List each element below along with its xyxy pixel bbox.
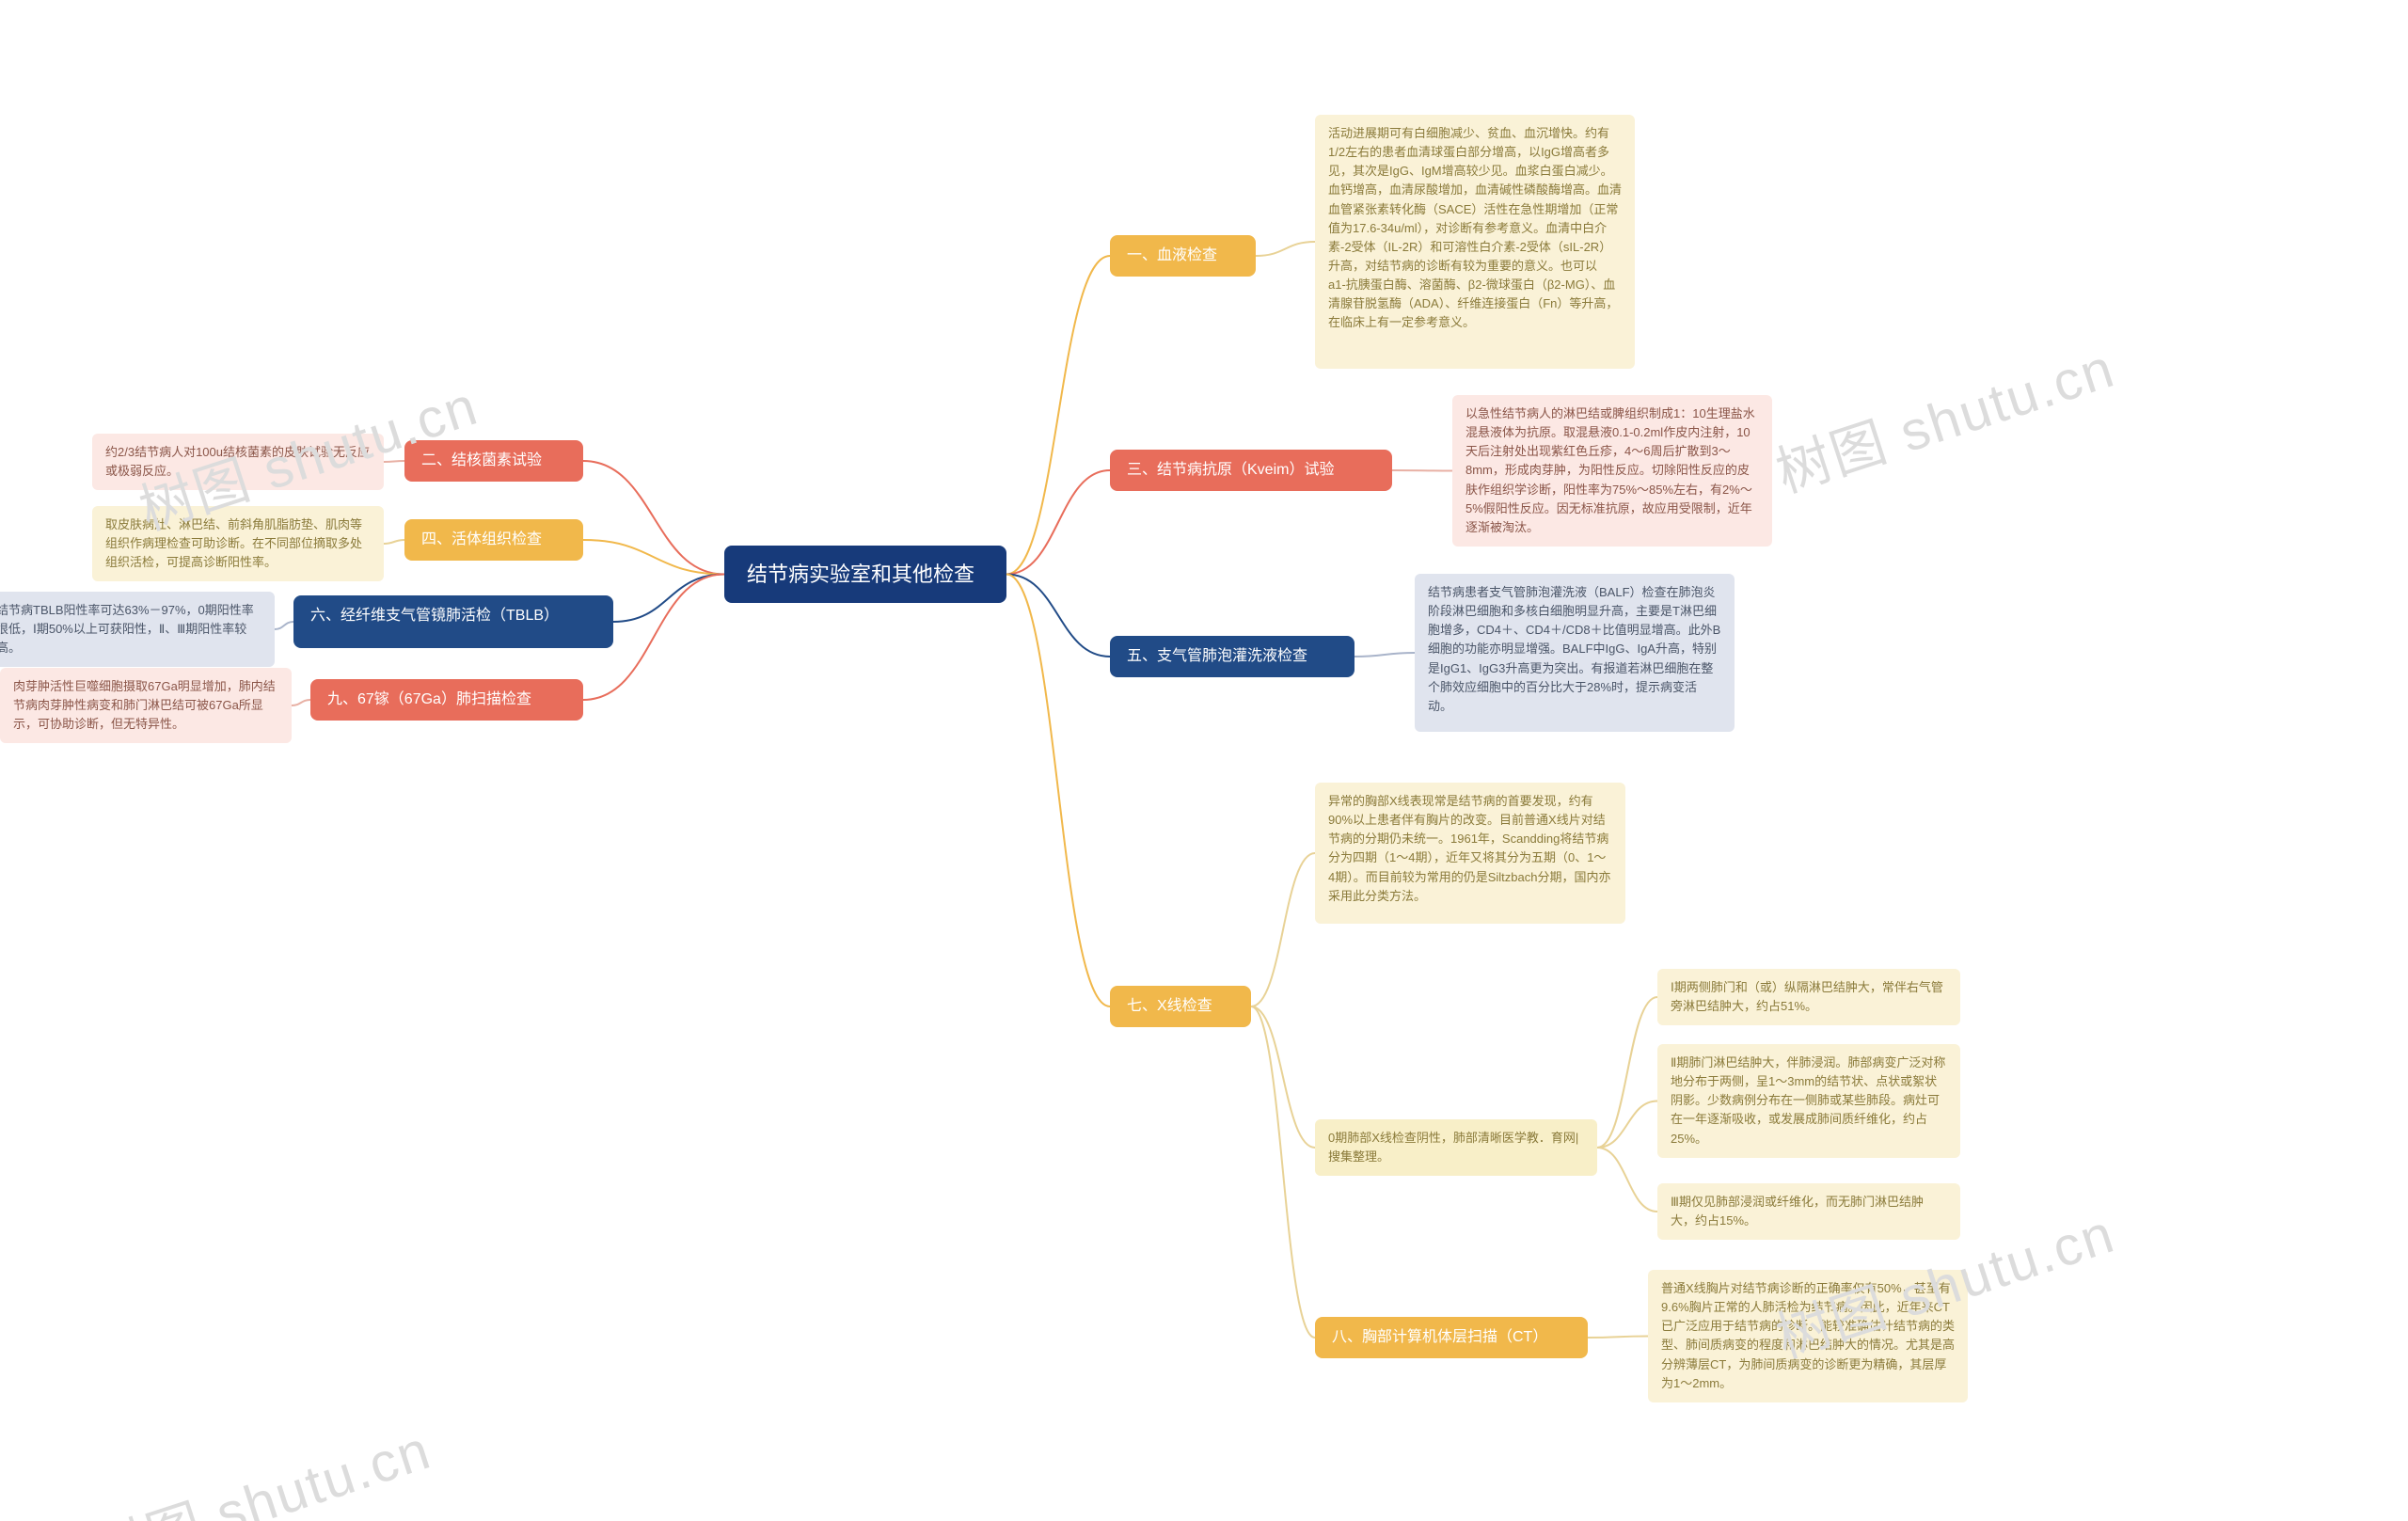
stage-s3: Ⅲ期仅见肺部浸润或纤维化，而无肺门淋巴结肿大，约占15%。 [1657,1183,1960,1240]
detail-d7a: 异常的胸部X线表现常是结节病的首要发现，约有90%以上患者伴有胸片的改变。目前普… [1315,783,1625,924]
branch-b6: 六、经纤维支气管镜肺活检（TBLB） [293,595,613,648]
detail-d8: 普通X线胸片对结节病诊断的正确率仅有50%，甚至有9.6%胸片正常的人肺活检为结… [1648,1270,1968,1402]
watermark: 树图 shutu.cn [81,1405,439,1521]
branch-b2: 二、结核菌素试验 [404,440,583,482]
root-node: 结节病实验室和其他检查 [724,546,1006,603]
detail-d7b: 0期肺部X线检查阴性，肺部清晰医学教．育网|搜集整理。 [1315,1119,1597,1176]
watermark: 树图 shutu.cn [1765,324,2123,507]
branch-b4: 四、活体组织检查 [404,519,583,561]
detail-d2: 约2/3结节病人对100u结核菌素的皮肤试验无反应或极弱反应。 [92,434,384,490]
branch-b9: 九、67镓（67Ga）肺扫描检查 [310,679,583,721]
stage-s2: Ⅱ期肺门淋巴结肿大，伴肺浸润。肺部病变广泛对称地分布于两侧，呈1～3mm的结节状… [1657,1044,1960,1158]
stage-s1: Ⅰ期两侧肺门和（或）纵隔淋巴结肿大，常伴右气管旁淋巴结肿大，约占51%。 [1657,969,1960,1025]
detail-d1: 活动进展期可有白细胞减少、贫血、血沉增快。约有1/2左右的患者血清球蛋白部分增高… [1315,115,1635,369]
detail-d4: 取皮肤病灶、淋巴结、前斜角肌脂肪垫、肌肉等组织作病理检查可助诊断。在不同部位摘取… [92,506,384,581]
branch-b5: 五、支气管肺泡灌洗液检查 [1110,636,1354,677]
edge-layer [0,0,2408,1521]
detail-d9: 肉芽肿活性巨噬细胞摄取67Ga明显增加，肺内结节病肉芽肿性病变和肺门淋巴结可被6… [0,668,292,743]
branch-b8: 八、胸部计算机体层扫描（CT） [1315,1317,1588,1358]
detail-d6: 结节病TBLB阳性率可达63%－97%，0期阳性率很低，Ⅰ期50%以上可获阳性，… [0,592,275,667]
detail-d3: 以急性结节病人的淋巴结或脾组织制成1：10生理盐水混悬液体为抗原。取混悬液0.1… [1452,395,1772,547]
branch-b3: 三、结节病抗原（Kveim）试验 [1110,450,1392,491]
branch-b1: 一、血液检查 [1110,235,1256,277]
detail-d5: 结节病患者支气管肺泡灌洗液（BALF）检查在肺泡炎阶段淋巴细胞和多核白细胞明显升… [1415,574,1735,732]
branch-b7: 七、X线检查 [1110,986,1251,1027]
